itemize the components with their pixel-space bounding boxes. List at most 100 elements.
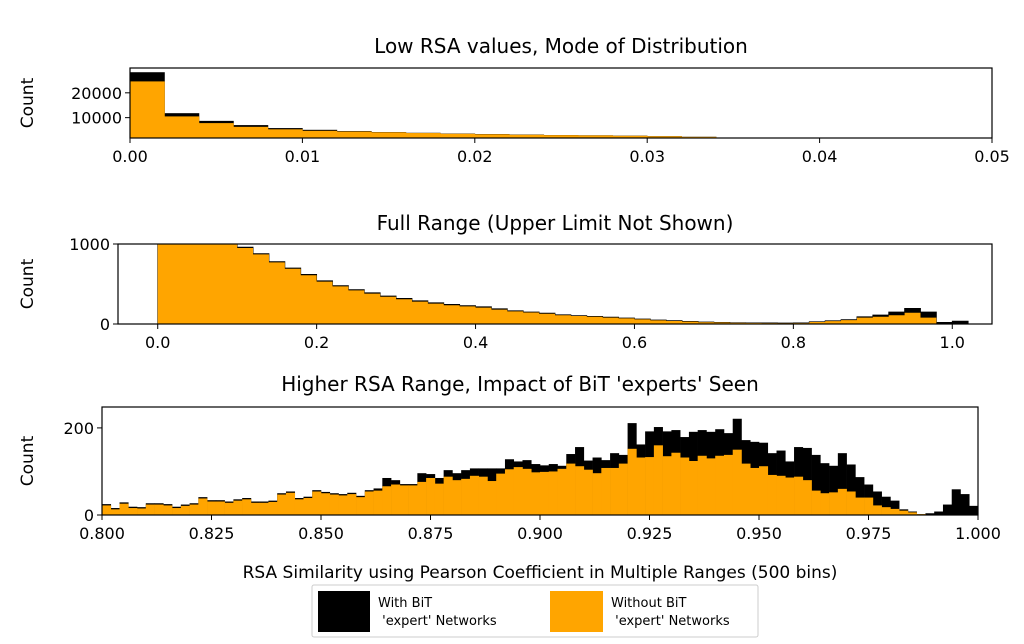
- bar-without-bit: [619, 464, 628, 515]
- bar-without-bit: [663, 456, 672, 515]
- bar-without-bit: [155, 505, 164, 515]
- bar-without-bit: [558, 469, 567, 515]
- bar-without-bit: [855, 498, 864, 515]
- bar-without-bit: [724, 455, 733, 515]
- x-tick-label: 0.950: [736, 524, 782, 543]
- bar-without-bit: [680, 458, 689, 515]
- bar-without-bit: [426, 478, 435, 515]
- bar-without-bit: [337, 132, 372, 138]
- legend-swatch-without: [550, 591, 603, 632]
- x-tick-label: 0.6: [622, 333, 647, 352]
- x-tick-label: 0.800: [79, 524, 125, 543]
- legend-frame: [312, 585, 758, 637]
- bar-without-bit: [356, 497, 365, 515]
- panel-title: Higher RSA Range, Impact of BiT 'experts…: [281, 372, 759, 396]
- bar-without-bit: [610, 468, 619, 515]
- bar-with-bit: [952, 489, 961, 515]
- legend-swatch-with: [318, 591, 370, 632]
- bar-without-bit: [785, 478, 794, 515]
- bar-without-bit: [768, 475, 777, 515]
- bar-without-bit: [251, 503, 260, 515]
- x-tick-label: 0.875: [408, 524, 454, 543]
- bar-without-bit: [277, 495, 286, 515]
- bar-without-bit: [102, 505, 111, 515]
- bar-without-bit: [330, 495, 339, 515]
- bar-without-bit: [242, 499, 251, 515]
- bar-without-bit: [470, 476, 479, 515]
- bar-without-bit: [233, 501, 242, 515]
- bar-without-bit: [417, 482, 426, 515]
- panel-title: Low RSA values, Mode of Distribution: [374, 34, 748, 58]
- bar-without-bit: [750, 468, 759, 515]
- bar-without-bit: [847, 491, 856, 515]
- bar-without-bit: [199, 123, 234, 138]
- x-tick-label: 0.01: [285, 147, 321, 166]
- bar-without-bit: [374, 491, 383, 515]
- x-tick-label: 0.925: [627, 524, 673, 543]
- bar-without-bit: [120, 504, 129, 515]
- bar-without-bit: [584, 470, 593, 515]
- bar-without-bit: [406, 133, 441, 138]
- x-tick-label: 0.05: [974, 147, 1010, 166]
- bar-without-bit: [759, 466, 768, 515]
- bar-without-bit: [601, 468, 610, 515]
- bar-without-bit: [461, 479, 470, 515]
- bar-without-bit: [838, 489, 847, 515]
- bar-without-bit: [636, 458, 645, 515]
- bar-without-bit: [163, 505, 172, 515]
- x-tick-label: 0.00: [112, 147, 148, 166]
- bar-with-bit: [943, 505, 952, 515]
- bar-without-bit: [111, 509, 120, 515]
- bar-without-bit: [347, 494, 356, 515]
- legend-label-with-line1: With BiT: [378, 596, 432, 611]
- y-axis-label: Count: [18, 258, 38, 309]
- bar-without-bit: [452, 480, 461, 515]
- bar-without-bit: [706, 458, 715, 515]
- bar-without-bit: [479, 477, 488, 515]
- bar-without-bit: [812, 491, 821, 515]
- bar-without-bit: [899, 511, 908, 515]
- bar-without-bit: [733, 450, 742, 515]
- bar-without-bit: [890, 509, 899, 515]
- bar-without-bit: [268, 129, 303, 138]
- bar-without-bit: [566, 464, 575, 515]
- bar-without-bit: [181, 506, 190, 515]
- bar-without-bit: [741, 464, 750, 515]
- bar-without-bit: [522, 469, 531, 515]
- bar-without-bit: [128, 508, 137, 515]
- x-tick-label: 0.850: [298, 524, 344, 543]
- legend-label-without-line1: Without BiT: [611, 596, 686, 611]
- bar-without-bit: [286, 493, 295, 515]
- y-axis-label: Count: [18, 435, 38, 486]
- bar-without-bit: [496, 474, 505, 515]
- plot-area: [158, 244, 968, 324]
- bar-without-bit: [820, 493, 829, 515]
- bar-without-bit: [654, 445, 663, 515]
- bar-without-bit: [268, 502, 277, 515]
- x-tick-label: 1.0: [940, 333, 965, 352]
- bar-without-bit: [628, 449, 637, 515]
- bar-without-bit: [593, 473, 602, 515]
- bar-without-bit: [777, 476, 786, 515]
- bar-without-bit: [295, 499, 304, 515]
- bar-with-bit: [960, 494, 969, 515]
- bar-without-bit: [365, 491, 374, 515]
- bar-without-bit: [829, 492, 838, 515]
- bar-without-bit: [645, 457, 654, 515]
- bar-without-bit: [130, 81, 165, 138]
- bar-without-bit: [137, 508, 146, 515]
- bar-without-bit: [339, 495, 348, 515]
- x-tick-label: 0.8: [781, 333, 806, 352]
- bar-without-bit: [549, 471, 558, 515]
- bar-without-bit: [225, 503, 234, 515]
- bar-without-bit: [382, 486, 391, 515]
- bar-without-bit: [391, 485, 400, 515]
- x-tick-label: 0.975: [846, 524, 892, 543]
- bar-without-bit: [864, 498, 873, 515]
- x-tick-label: 0.825: [189, 524, 235, 543]
- y-tick-label: 0: [100, 315, 110, 334]
- x-tick-label: 0.0: [145, 333, 170, 352]
